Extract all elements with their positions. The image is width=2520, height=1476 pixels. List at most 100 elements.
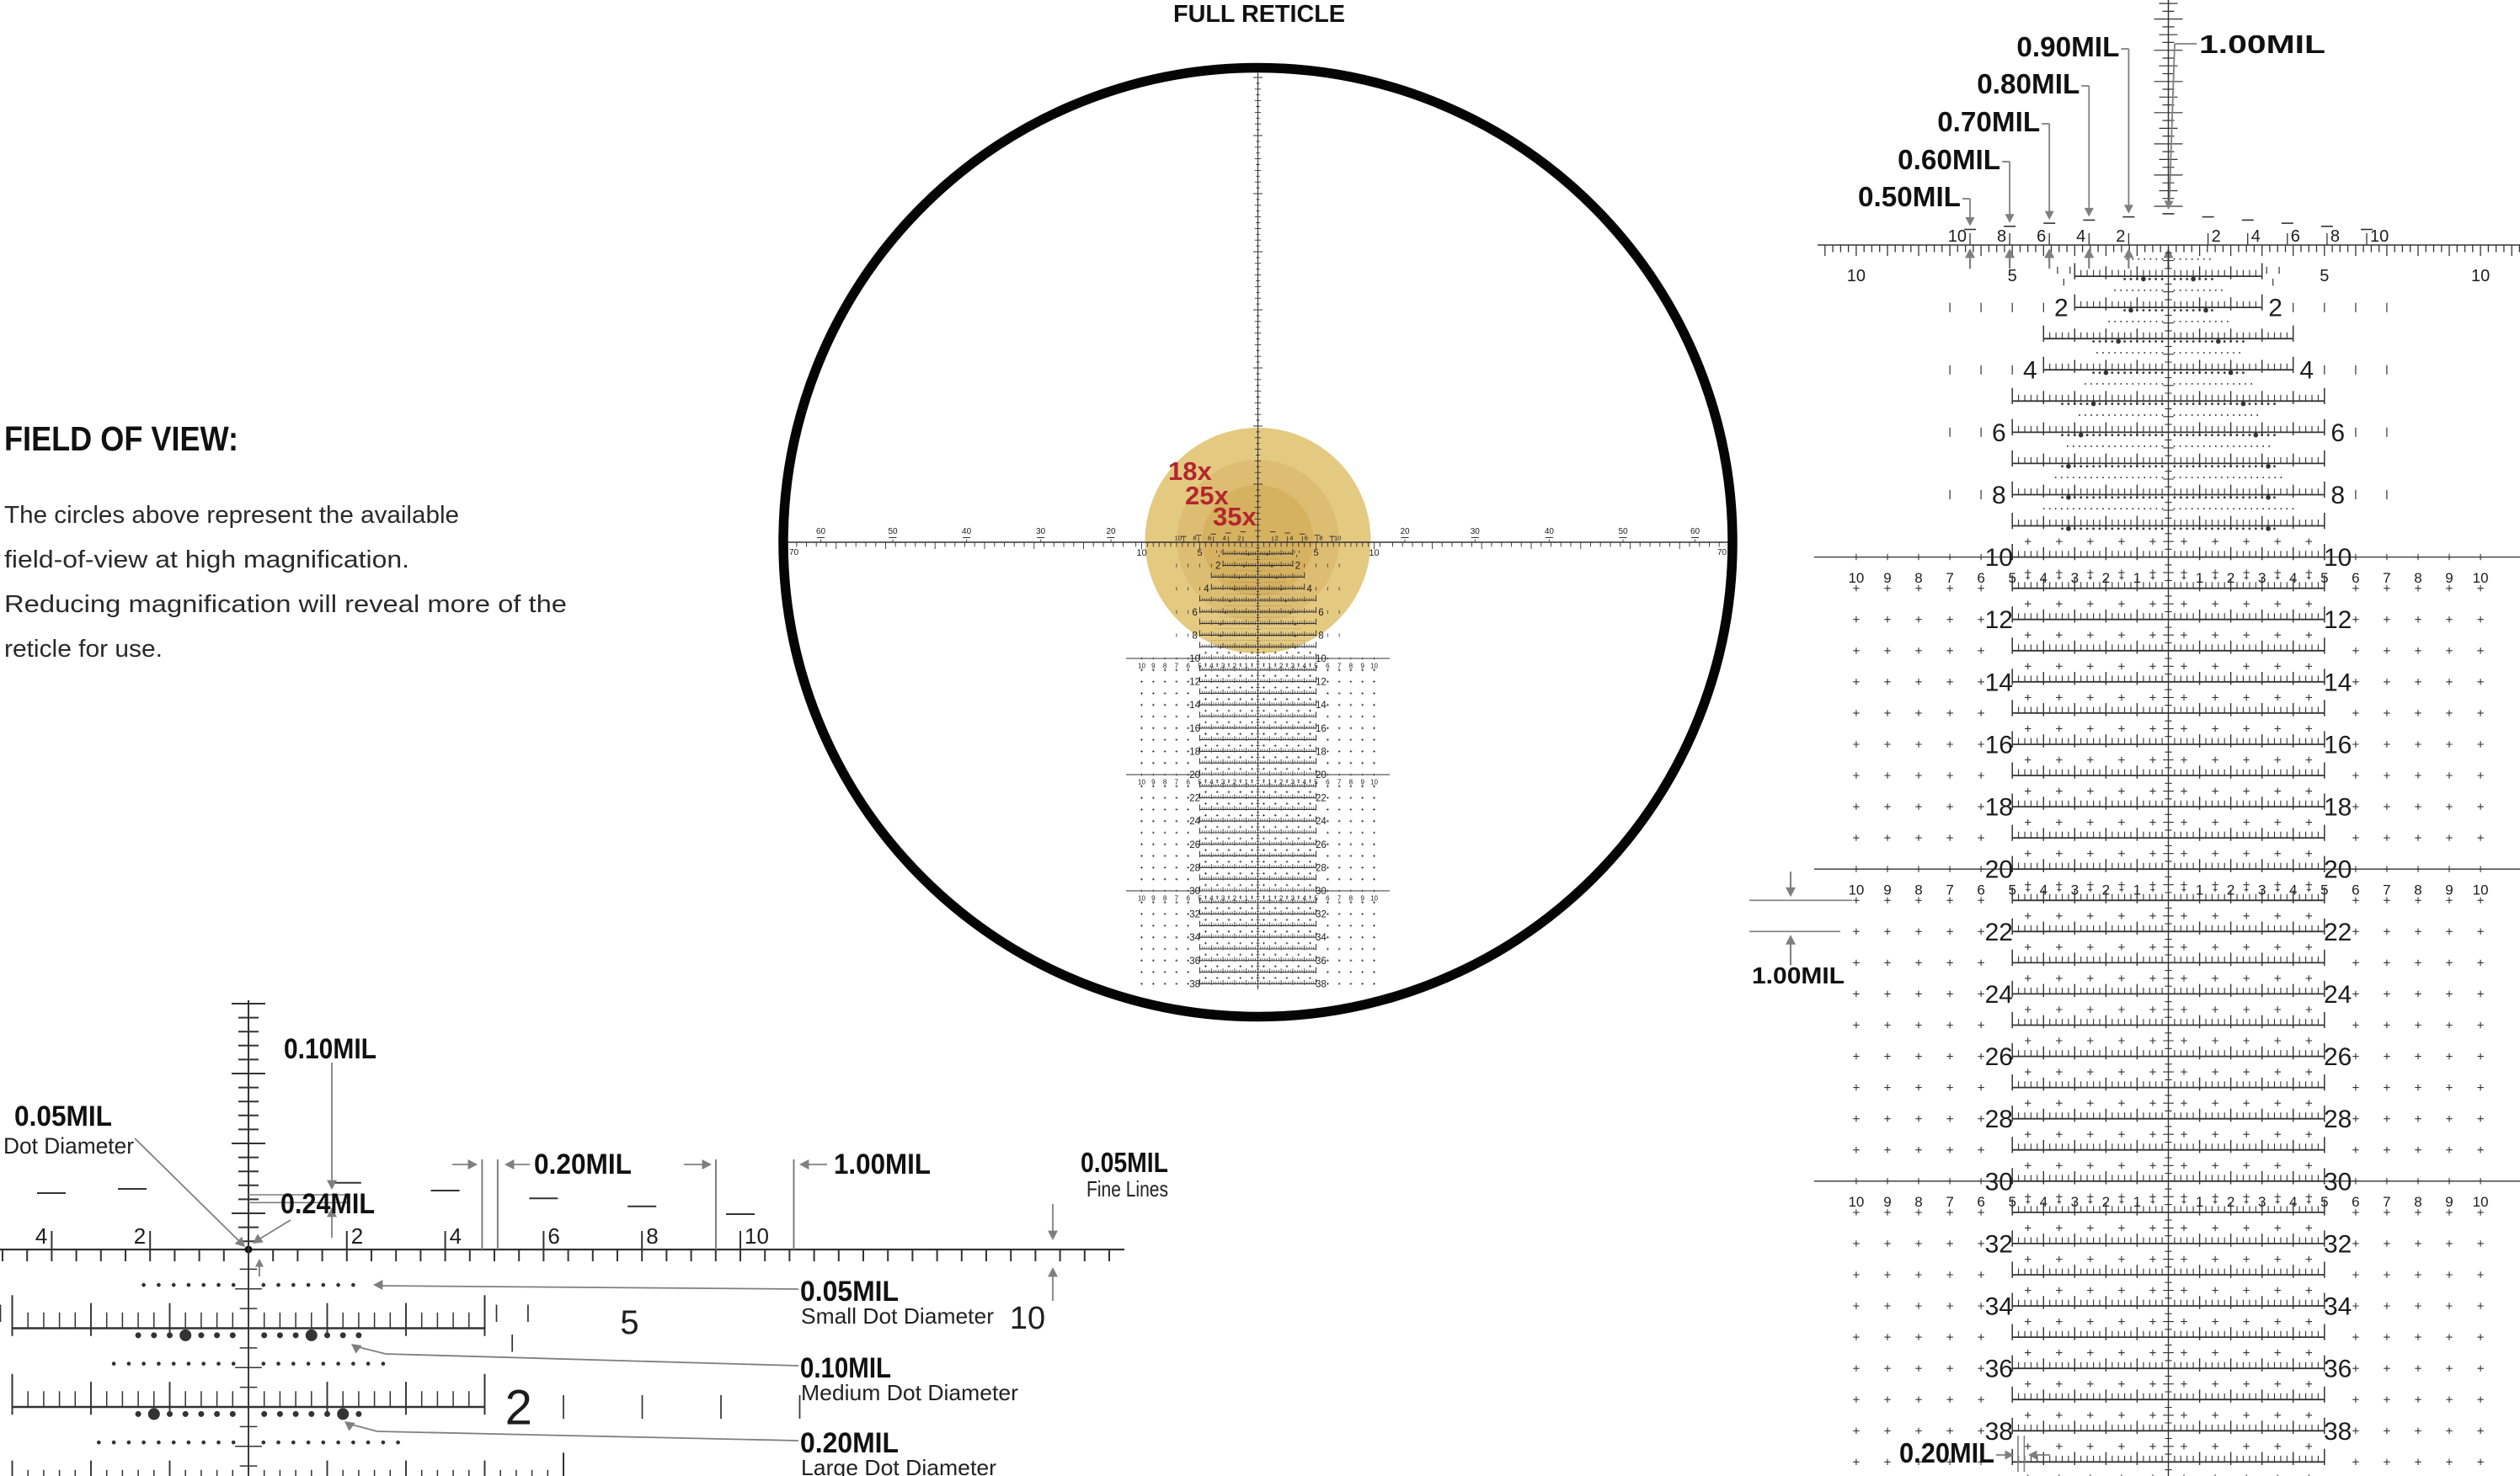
svg-text:Small Dot Diameter: Small Dot Diameter — [801, 1303, 994, 1329]
svg-text:FIELD OF VIEW:: FIELD OF VIEW: — [4, 419, 238, 458]
svg-text:7: 7 — [1946, 882, 1953, 898]
svg-text:70: 70 — [1717, 548, 1727, 557]
svg-text:2: 2 — [2227, 1194, 2234, 1210]
svg-text:6: 6 — [1977, 882, 1984, 898]
svg-text:2: 2 — [1233, 894, 1237, 902]
svg-text:4: 4 — [2076, 227, 2085, 246]
svg-text:10: 10 — [1848, 570, 1864, 586]
svg-text:4: 4 — [2299, 357, 2314, 385]
svg-text:9: 9 — [1883, 882, 1891, 898]
svg-text:34: 34 — [1985, 1293, 2013, 1321]
svg-text:22: 22 — [1189, 794, 1200, 804]
svg-text:8: 8 — [1997, 227, 2006, 246]
svg-text:0.20MIL: 0.20MIL — [534, 1148, 632, 1180]
svg-text:10: 10 — [1138, 662, 1145, 669]
svg-text:10: 10 — [1136, 548, 1146, 558]
svg-text:14: 14 — [1985, 669, 2013, 696]
svg-text:10: 10 — [1370, 662, 1378, 669]
svg-text:9: 9 — [1883, 570, 1891, 586]
svg-text:FULL RETICLE: FULL RETICLE — [1173, 1, 1345, 28]
svg-text:12: 12 — [1316, 678, 1327, 688]
svg-text:0.05MIL: 0.05MIL — [1081, 1147, 1168, 1178]
svg-text:8: 8 — [2330, 227, 2340, 246]
svg-text:22: 22 — [1316, 794, 1327, 804]
svg-text:5: 5 — [1198, 662, 1202, 669]
svg-text:28: 28 — [2324, 1106, 2352, 1133]
svg-text:5: 5 — [1198, 894, 1202, 902]
svg-text:3: 3 — [2071, 1194, 2079, 1210]
svg-text:2: 2 — [1275, 535, 1279, 542]
svg-text:2: 2 — [2116, 227, 2125, 246]
svg-text:4: 4 — [2289, 882, 2297, 898]
svg-text:32: 32 — [1316, 910, 1327, 920]
svg-text:7: 7 — [1337, 894, 1342, 902]
svg-text:3: 3 — [2071, 882, 2079, 898]
svg-text:3: 3 — [1221, 662, 1225, 669]
svg-text:3: 3 — [2258, 570, 2266, 586]
svg-text:28: 28 — [1316, 863, 1327, 873]
svg-text:6: 6 — [2037, 227, 2046, 246]
svg-text:60: 60 — [816, 527, 826, 536]
svg-text:30: 30 — [1189, 887, 1200, 897]
svg-text:20: 20 — [1106, 527, 1116, 536]
svg-text:4: 4 — [2289, 1194, 2297, 1210]
svg-text:4: 4 — [1209, 778, 1214, 786]
svg-text:Reducing magnification will re: Reducing magnification will reveal more … — [4, 591, 567, 618]
svg-text:10: 10 — [2324, 544, 2352, 572]
svg-text:4: 4 — [2289, 570, 2297, 586]
svg-text:10: 10 — [2370, 227, 2389, 246]
svg-text:24: 24 — [1316, 817, 1327, 827]
svg-text:30: 30 — [1316, 887, 1327, 897]
svg-text:6: 6 — [2291, 227, 2300, 246]
svg-text:4: 4 — [2040, 1194, 2048, 1210]
svg-text:10: 10 — [2473, 1194, 2489, 1210]
svg-text:24: 24 — [1189, 817, 1200, 827]
svg-text:20: 20 — [1189, 770, 1200, 781]
svg-text:18x: 18x — [1168, 456, 1212, 486]
svg-text:2: 2 — [351, 1223, 363, 1249]
svg-text:10: 10 — [1370, 778, 1378, 786]
svg-text:10: 10 — [1316, 654, 1327, 664]
svg-text:10: 10 — [1138, 894, 1145, 902]
svg-text:5: 5 — [2320, 570, 2328, 586]
svg-text:9: 9 — [1883, 1194, 1891, 1210]
svg-text:7: 7 — [1946, 1194, 1953, 1210]
svg-text:2: 2 — [134, 1223, 146, 1249]
svg-text:6: 6 — [1186, 894, 1190, 902]
svg-text:8: 8 — [2330, 482, 2345, 509]
svg-text:22: 22 — [2324, 919, 2352, 946]
svg-text:8: 8 — [1992, 482, 2006, 509]
svg-text:10: 10 — [1370, 894, 1378, 902]
svg-text:8: 8 — [1192, 631, 1197, 641]
svg-text:18: 18 — [1189, 747, 1200, 757]
svg-text:4: 4 — [450, 1223, 462, 1249]
svg-text:30: 30 — [1985, 1168, 2013, 1196]
svg-text:7: 7 — [2383, 1194, 2390, 1210]
svg-text:1: 1 — [1244, 894, 1248, 902]
svg-text:6: 6 — [1192, 608, 1197, 618]
svg-text:10: 10 — [1948, 227, 1967, 246]
svg-text:8: 8 — [2414, 1194, 2421, 1210]
svg-text:10: 10 — [2473, 570, 2489, 586]
svg-text:34: 34 — [2324, 1293, 2352, 1321]
svg-text:2: 2 — [2268, 295, 2282, 322]
svg-text:1: 1 — [2133, 1194, 2141, 1210]
svg-text:2: 2 — [2227, 570, 2234, 586]
svg-text:8: 8 — [1914, 570, 1922, 586]
svg-text:28: 28 — [1985, 1106, 2013, 1133]
svg-text:2: 2 — [2102, 1194, 2110, 1210]
svg-text:10: 10 — [1138, 778, 1145, 786]
svg-text:6: 6 — [1186, 778, 1190, 786]
svg-text:10: 10 — [1847, 267, 1866, 285]
svg-text:40: 40 — [962, 527, 972, 536]
svg-text:8: 8 — [1349, 778, 1353, 786]
svg-text:2: 2 — [1215, 562, 1220, 572]
svg-text:6: 6 — [1977, 1194, 1984, 1210]
svg-text:4: 4 — [1209, 894, 1214, 902]
svg-text:9: 9 — [1151, 894, 1156, 902]
svg-text:Large Dot Diameter: Large Dot Diameter — [801, 1455, 996, 1476]
svg-text:7: 7 — [2383, 570, 2390, 586]
svg-text:Medium Dot Diameter: Medium Dot Diameter — [801, 1380, 1018, 1405]
svg-text:14: 14 — [2324, 669, 2352, 696]
svg-text:0.10MIL: 0.10MIL — [800, 1352, 891, 1384]
